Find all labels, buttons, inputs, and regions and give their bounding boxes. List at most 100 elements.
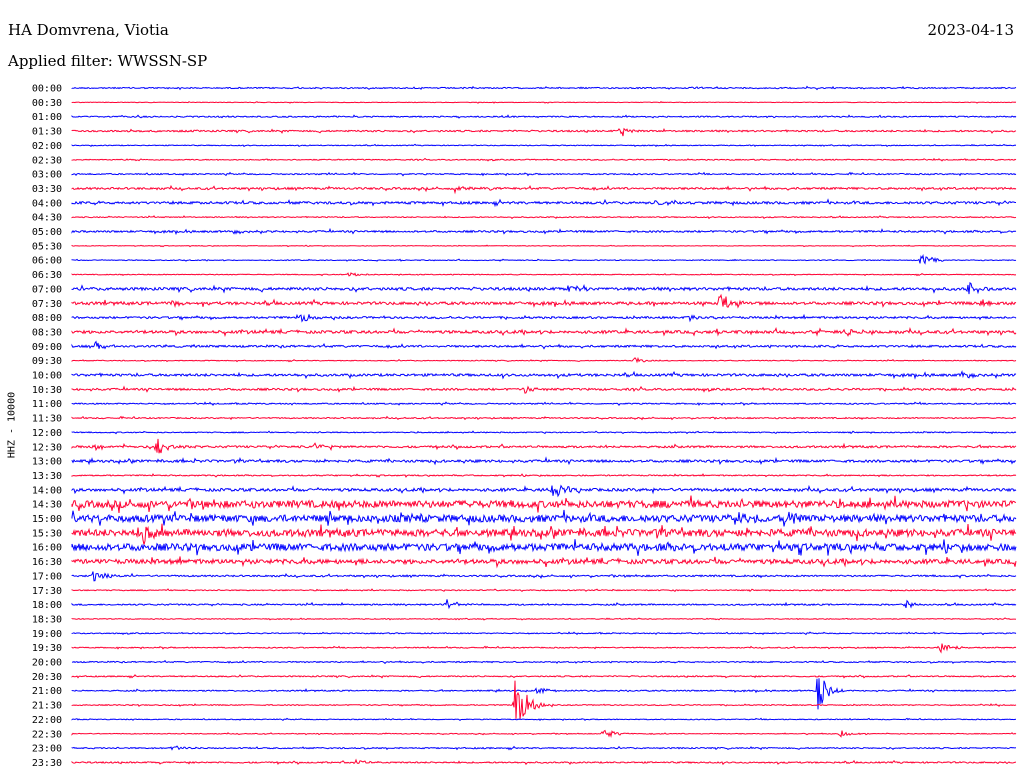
time-label: 17:30	[32, 586, 62, 597]
trace-line	[71, 293, 1017, 309]
time-label: 19:00	[32, 629, 62, 640]
time-label: 06:30	[32, 270, 62, 281]
trace-line	[71, 370, 1017, 380]
trace-line	[71, 678, 1016, 710]
time-label: 11:00	[32, 399, 62, 410]
date-label: 2023-04-13	[927, 21, 1014, 39]
trace-line	[71, 729, 1017, 739]
trace-line	[71, 101, 1017, 104]
trace-line	[71, 539, 1017, 556]
time-label: 13:30	[32, 471, 62, 482]
trace-line	[71, 556, 1017, 569]
station-title: HA Domvrena, Viotia	[8, 21, 169, 39]
trace-line	[71, 340, 1017, 350]
trace-line	[71, 127, 1017, 137]
time-label: 10:00	[32, 371, 62, 382]
trace-line	[71, 745, 1017, 751]
time-label: 04:30	[32, 213, 62, 224]
time-label: 01:00	[32, 112, 62, 123]
time-label: 18:00	[32, 600, 62, 611]
trace-line	[71, 659, 1017, 665]
time-label: 13:00	[32, 457, 62, 468]
trace-line	[71, 680, 1017, 719]
trace-line	[71, 114, 1017, 119]
trace-line	[71, 758, 1017, 766]
time-label: 22:30	[32, 729, 62, 740]
time-label: 05:30	[32, 241, 62, 252]
time-label: 08:30	[32, 327, 62, 338]
trace-line	[71, 456, 1016, 466]
time-label: 14:00	[32, 485, 62, 496]
time-label: 21:30	[32, 701, 62, 712]
trace-line	[71, 385, 1017, 394]
trace-line	[71, 215, 1017, 220]
time-label: 06:00	[32, 256, 62, 267]
trace-line	[71, 523, 1017, 545]
time-label: 10:30	[32, 385, 62, 396]
trace-line	[71, 571, 1017, 582]
time-label: 20:00	[32, 658, 62, 669]
trace-line	[71, 599, 1017, 610]
trace-line	[71, 438, 1017, 454]
time-label: 03:30	[32, 184, 62, 195]
trace-line	[71, 272, 1017, 277]
trace-line	[71, 717, 1017, 722]
trace-line	[71, 244, 1016, 248]
trace-line	[71, 484, 1017, 498]
time-label: 21:00	[32, 686, 62, 697]
time-label: 08:00	[32, 313, 62, 324]
trace-line	[71, 643, 1017, 654]
trace-line	[71, 198, 1016, 208]
trace-line	[71, 184, 1017, 195]
time-label: 17:00	[32, 571, 62, 582]
time-label: 00:30	[32, 98, 62, 109]
time-label: 04:00	[32, 198, 62, 209]
trace-line	[71, 227, 1017, 236]
time-label: 23:00	[32, 744, 62, 755]
time-label: 02:00	[32, 141, 62, 152]
time-label: 00:00	[32, 84, 62, 95]
time-label: 11:30	[32, 414, 62, 425]
trace-line	[71, 495, 1017, 513]
time-label: 09:00	[32, 342, 62, 353]
time-label: 12:00	[32, 428, 62, 439]
trace-line	[71, 143, 1017, 148]
time-labels: 00:00 00:30 01:00 01:30 02:00 02:30 03:00 03:30…	[32, 84, 62, 769]
time-label: 09:30	[32, 356, 62, 367]
trace-line	[71, 674, 1017, 679]
time-label: 23:30	[32, 758, 62, 769]
trace-line	[71, 313, 1017, 323]
trace-line	[71, 85, 1017, 91]
time-label: 07:00	[32, 284, 62, 295]
trace-line	[71, 253, 1017, 265]
trace-line	[71, 617, 1017, 621]
time-label: 03:00	[32, 170, 62, 181]
time-label: 02:30	[32, 155, 62, 166]
trace-line	[71, 281, 1017, 295]
trace-line	[71, 473, 1017, 478]
time-label: 15:30	[32, 528, 62, 539]
trace-line	[71, 430, 1017, 435]
time-label: 20:30	[32, 672, 62, 683]
trace-lines	[71, 85, 1017, 766]
trace-line	[71, 631, 1017, 636]
time-label: 05:00	[32, 227, 62, 238]
trace-line	[71, 415, 1017, 421]
trace-line	[71, 356, 1017, 364]
time-label: 16:30	[32, 557, 62, 568]
trace-line	[71, 171, 1017, 177]
trace-line	[71, 401, 1017, 407]
time-label: 07:30	[32, 299, 62, 310]
time-label: 16:00	[32, 543, 62, 554]
time-label: 12:30	[32, 442, 62, 453]
time-label: 18:30	[32, 614, 62, 625]
time-label: 01:30	[32, 127, 62, 138]
time-label: 14:30	[32, 500, 62, 511]
trace-line	[71, 588, 1016, 593]
time-label: 22:00	[32, 715, 62, 726]
trace-line	[71, 157, 1017, 162]
trace-line	[71, 509, 1017, 527]
time-label: 19:30	[32, 643, 62, 654]
filter-label: Applied filter: WWSSN-SP	[8, 52, 208, 70]
